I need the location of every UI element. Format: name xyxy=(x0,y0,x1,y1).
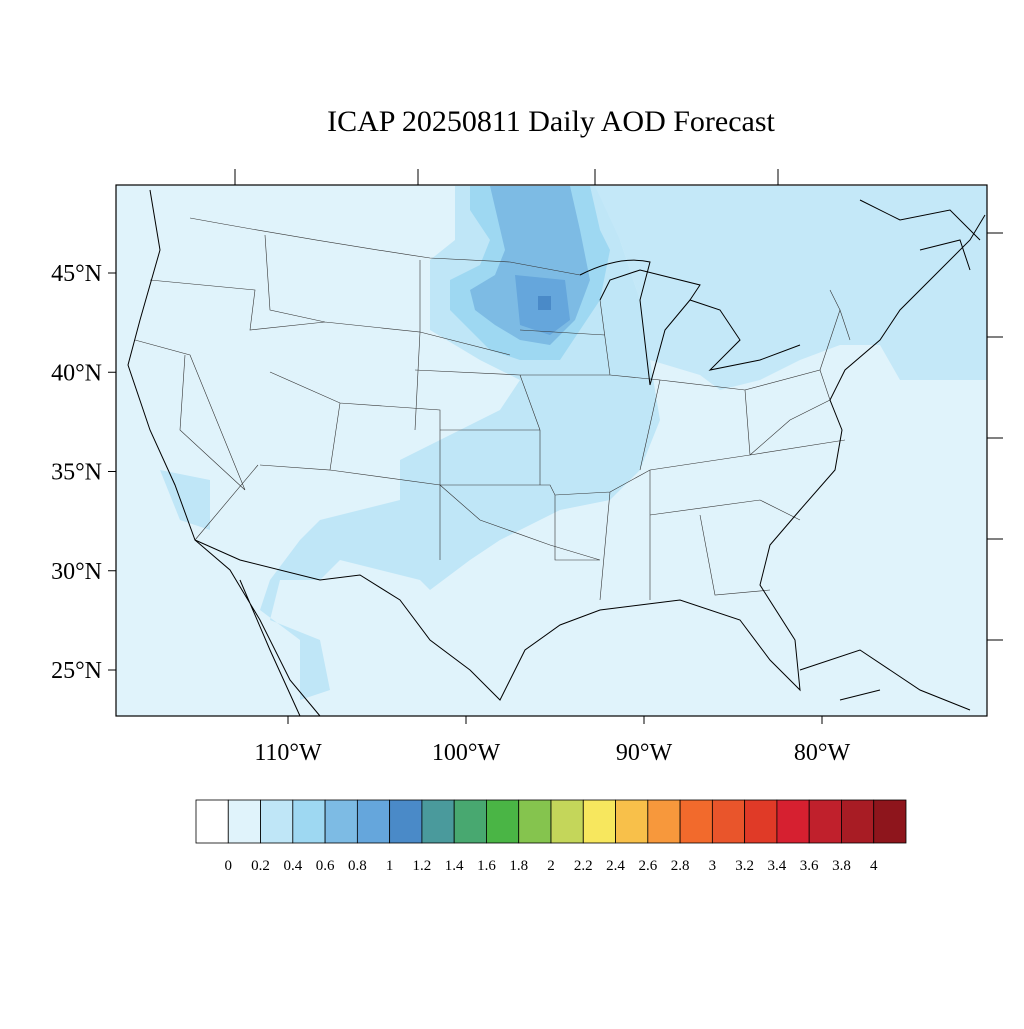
colorbar-box xyxy=(647,799,681,844)
colorbar-label: 0 xyxy=(225,858,233,874)
aod-field xyxy=(160,186,987,700)
colorbar-box xyxy=(711,799,746,844)
colorbar-label: 3.2 xyxy=(735,858,754,874)
colorbar-label: 2.8 xyxy=(671,858,690,874)
colorbar-box xyxy=(744,799,778,844)
colorbar-label: 0.4 xyxy=(283,858,302,874)
political-borders xyxy=(134,217,851,601)
lon-label: 80°W xyxy=(794,740,851,766)
colorbar-label: 1 xyxy=(386,858,394,874)
colorbar-box xyxy=(518,799,552,844)
colorbar-label: 2 xyxy=(547,858,555,874)
colorbar-label: 2.6 xyxy=(638,858,657,874)
axis-labels: 45°N 40°N 35°N 30°N 25°N 110°W 100°W 90°W 80°W xyxy=(51,261,850,766)
colorbar-label: 2.2 xyxy=(574,858,593,874)
colorbar-box xyxy=(292,799,326,844)
colorbar-box xyxy=(227,799,261,844)
colorbar-box xyxy=(841,799,875,844)
colorbar-label: 1.2 xyxy=(413,858,432,874)
colorbar-label: 3.6 xyxy=(800,858,819,874)
colorbar-box xyxy=(679,799,713,844)
colorbar-box xyxy=(260,799,294,844)
colorbar-label: 3 xyxy=(709,858,717,874)
lat-label: 35°N xyxy=(51,460,102,486)
colorbar-label: 3.8 xyxy=(832,858,851,874)
map-frame xyxy=(115,184,988,717)
aod-patch xyxy=(595,186,987,390)
colorbar-box xyxy=(389,799,423,844)
lon-label: 100°W xyxy=(432,740,501,766)
colorbar-box xyxy=(324,799,358,844)
colorbar-box xyxy=(421,799,455,844)
colorbar-box xyxy=(873,799,907,844)
colorbar-label: 3.4 xyxy=(768,858,787,874)
map-title: ICAP 20250811 Daily AOD Forecast xyxy=(327,105,775,138)
colorbar-label: 0.2 xyxy=(251,858,270,874)
lat-label: 45°N xyxy=(51,261,102,287)
colorbar-label: 4 xyxy=(870,858,878,874)
colorbar-box xyxy=(453,799,487,844)
colorbar: 0 0.2 0.4 0.6 0.8 1 1.2 1.4 1.6 1.8 2 2.2 2.4 2.6 2.8 3… xyxy=(195,799,907,874)
colorbar-label: 1.6 xyxy=(477,858,496,874)
colorbar-label: 0.6 xyxy=(316,858,335,874)
lat-label: 25°N xyxy=(51,658,102,684)
colorbar-box xyxy=(486,799,520,844)
colorbar-box xyxy=(615,799,649,844)
coastlines xyxy=(127,189,986,717)
map-panel xyxy=(115,169,1003,717)
colorbar-box xyxy=(582,799,616,844)
colorbar-box xyxy=(550,799,584,844)
lat-label: 30°N xyxy=(51,559,102,585)
colorbar-box xyxy=(195,799,229,844)
aod-patch xyxy=(160,470,210,530)
colorbar-label: 0.8 xyxy=(348,858,367,874)
colorbar-label: 2.4 xyxy=(606,858,625,874)
colorbar-box xyxy=(356,799,391,844)
frame-ticks xyxy=(234,169,1003,641)
lat-label: 40°N xyxy=(51,360,102,386)
colorbar-label: 1.8 xyxy=(509,858,528,874)
colorbar-box xyxy=(776,799,810,844)
colorbar-label: 1.4 xyxy=(445,858,464,874)
lon-label: 110°W xyxy=(254,740,322,766)
lon-label: 90°W xyxy=(616,740,673,766)
colorbar-box xyxy=(808,799,842,844)
aod-patch xyxy=(538,296,551,310)
